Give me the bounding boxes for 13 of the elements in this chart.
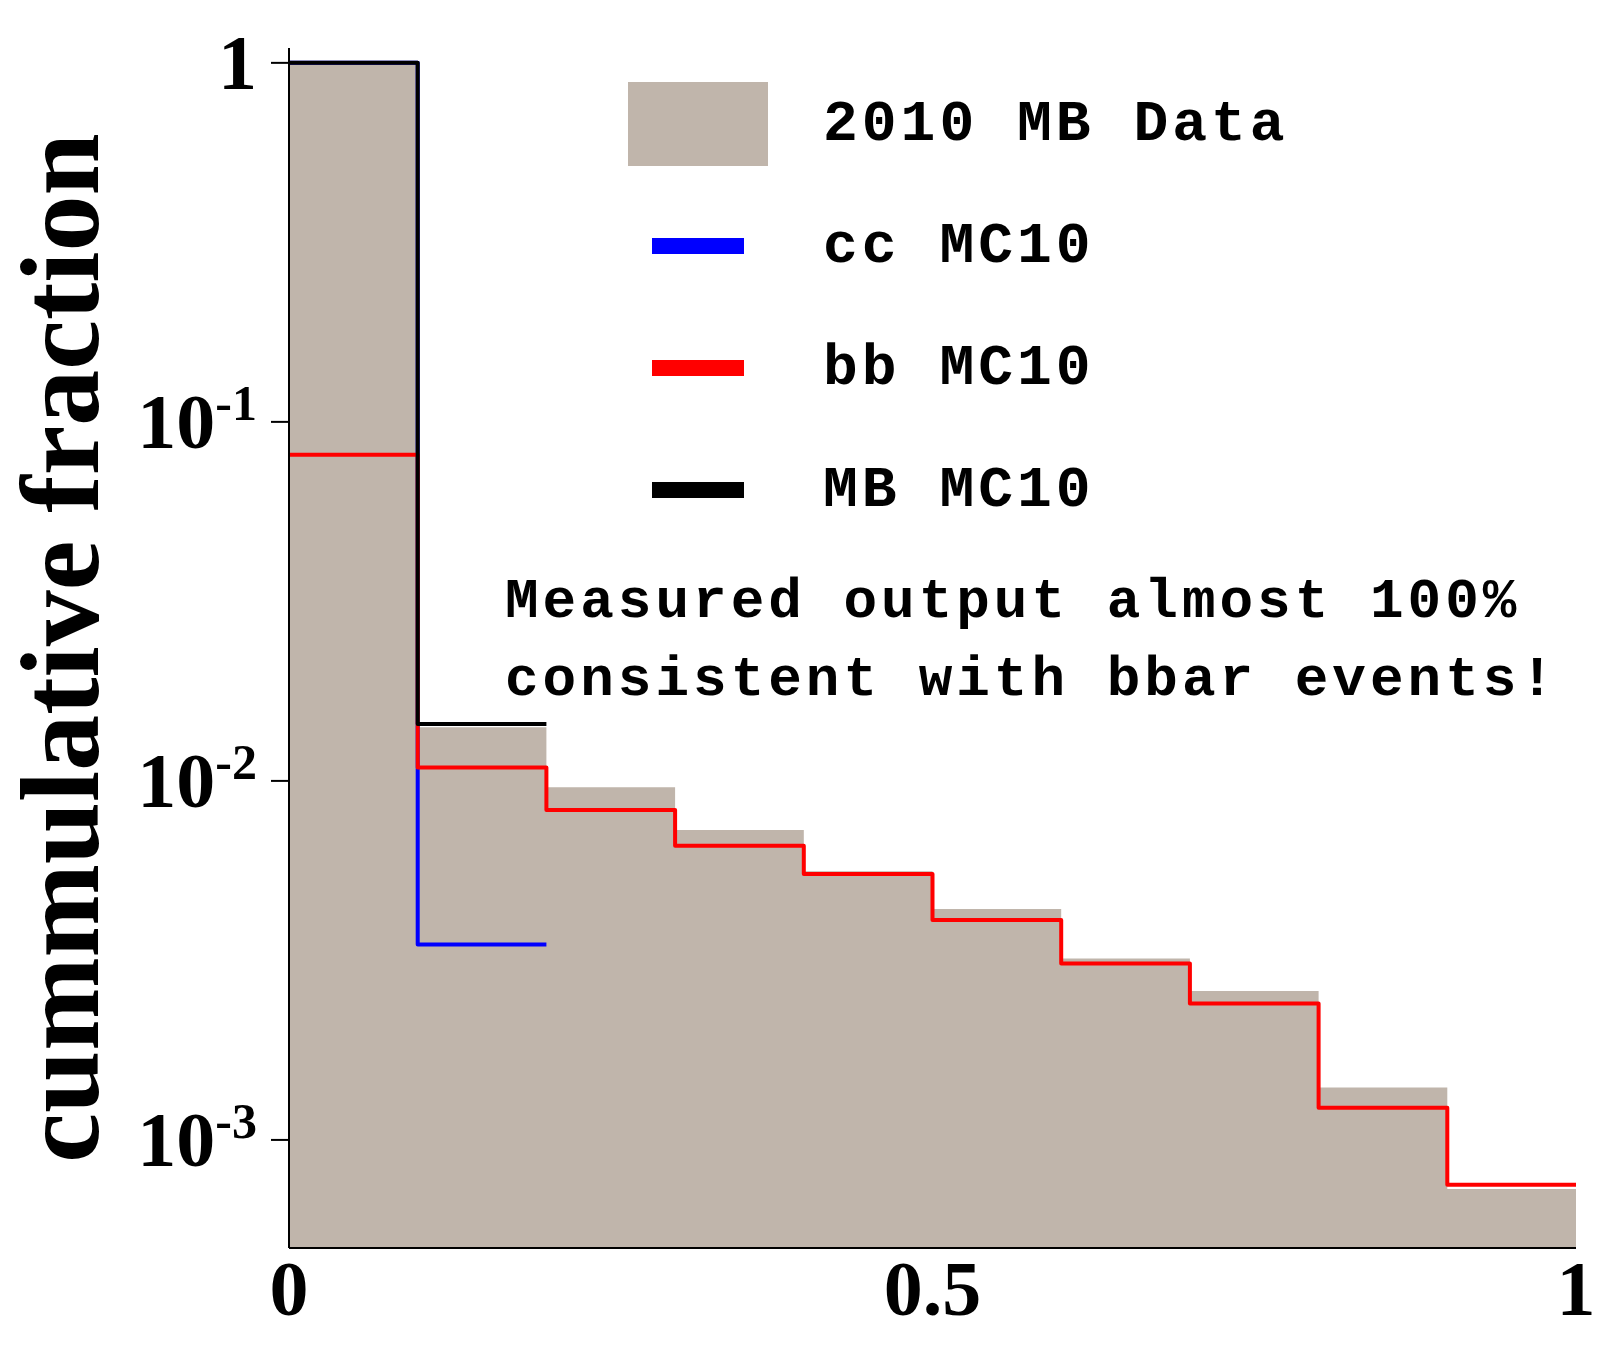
y-tick-label: 1 bbox=[218, 18, 257, 106]
legend-label: bb MC10 bbox=[823, 335, 1095, 401]
y-axis-title: cummulative fraction bbox=[0, 133, 122, 1163]
legend-label: cc MC10 bbox=[823, 213, 1095, 279]
annotation: Measured output almost 100% consistent with bbar events! bbox=[505, 569, 1559, 714]
y-tick-label: 10$^{-2}$ bbox=[137, 733, 257, 824]
y-tick-label: 10$^{-3}$ bbox=[137, 1092, 257, 1183]
x-tick-label: 1 bbox=[1556, 1245, 1596, 1333]
legend-label: MB MC10 bbox=[823, 457, 1095, 523]
legend-label: 2010 MB Data bbox=[823, 91, 1289, 157]
x-tick-label: 0 bbox=[269, 1245, 309, 1333]
x-tick-label: 0.5 bbox=[883, 1245, 982, 1333]
y-tick-label: 10$^{-1}$ bbox=[137, 374, 257, 465]
